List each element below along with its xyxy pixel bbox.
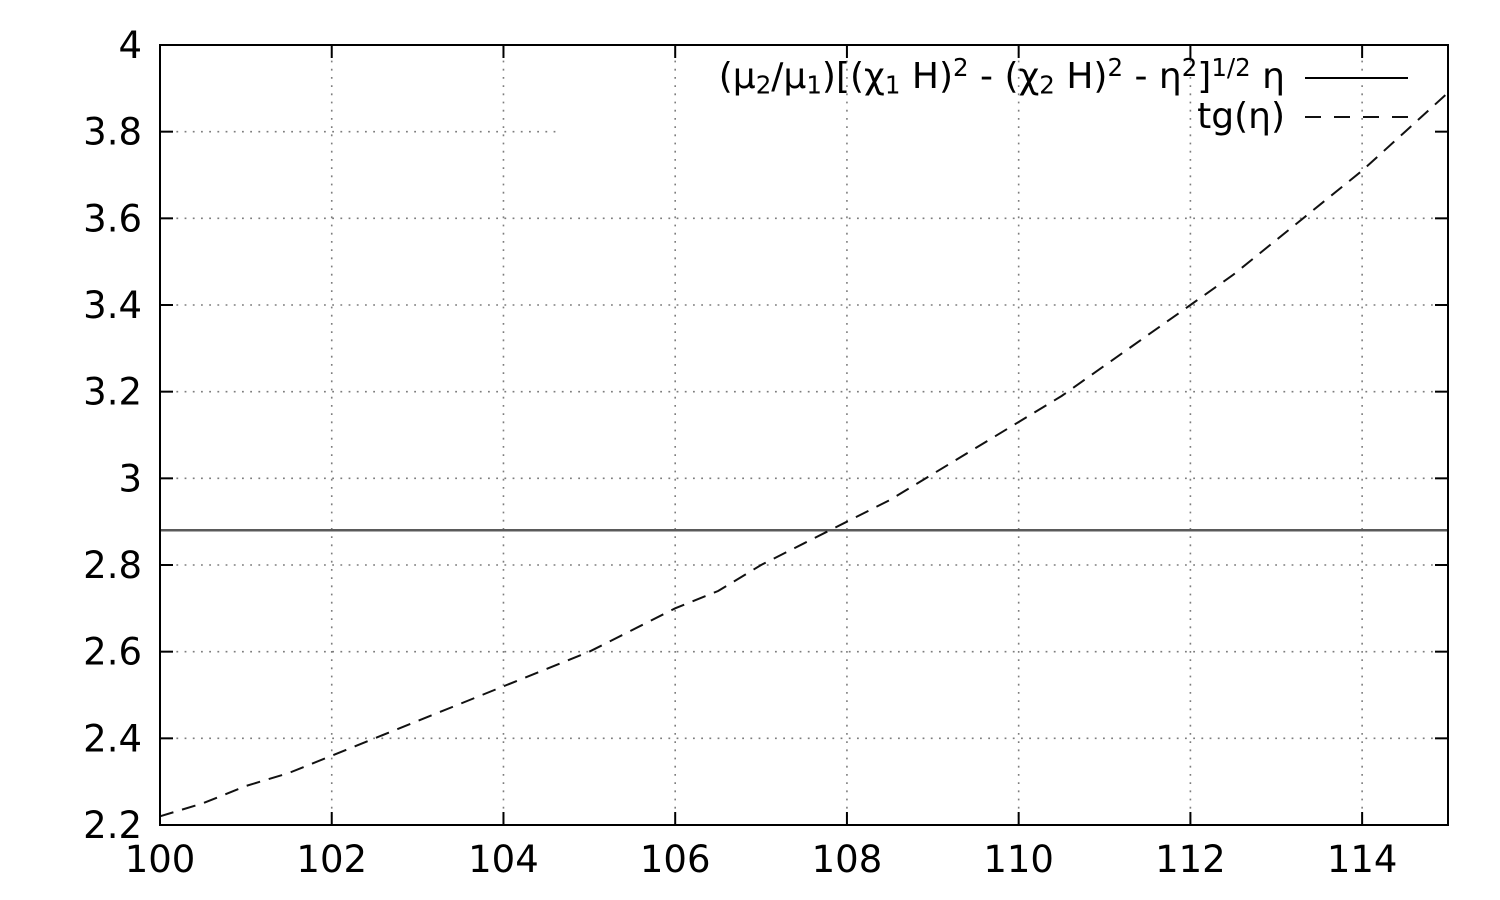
legend-label-segment: 2 (1107, 53, 1124, 83)
legend-label-segment: )[(χ (821, 56, 885, 98)
y-tick-label-3.8: 3.8 (83, 111, 142, 154)
legend: (μ2/μ1)[(χ1 H)2 - (χ2 H)2 - η2]1/2 η tg(… (719, 56, 1408, 136)
legend-item-tg: tg(η) (1197, 97, 1408, 136)
legend-label-segment: - η (1123, 56, 1182, 98)
series-curve-tg (159, 91, 1449, 818)
legend-line-sample-solid (1305, 76, 1408, 79)
legend-label-segment: 2 (1181, 53, 1198, 83)
legend-item-expression: (μ2/μ1)[(χ1 H)2 - (χ2 H)2 - η2]1/2 η (719, 56, 1408, 98)
legend-label-segment: H) (1054, 56, 1108, 98)
legend-label-segment: 1 (884, 71, 901, 101)
y-tick-label-2.4: 2.4 (83, 717, 142, 760)
legend-label-segment: tg(η) (1197, 95, 1285, 137)
legend-label-segment: H) (900, 56, 953, 98)
y-tick-label-4: 4 (118, 24, 142, 67)
legend-label-segment: 1 (806, 71, 822, 101)
legend-label-segment: 1/2 (1211, 53, 1251, 83)
x-tick-label-102: 102 (296, 838, 367, 881)
legend-label-segment: - (χ (968, 56, 1040, 98)
x-tick-label-110: 110 (983, 838, 1054, 881)
y-tick-label-3.2: 3.2 (83, 371, 142, 414)
legend-label-segment: η (1250, 56, 1285, 98)
legend-line-sample-dashed (1305, 115, 1408, 118)
x-tick-label-106: 106 (640, 838, 711, 881)
y-tick-label-3.4: 3.4 (83, 284, 142, 327)
legend-label-tg: tg(η) (1197, 95, 1285, 137)
plot-border (159, 44, 1449, 826)
legend-label-segment: 2 (755, 71, 772, 101)
y-tick-label-2.8: 2.8 (83, 544, 142, 587)
legend-label-segment: 2 (1039, 71, 1055, 101)
x-tick-label-108: 108 (812, 838, 883, 881)
x-tick-label-112: 112 (1155, 838, 1226, 881)
x-tick-label-104: 104 (468, 838, 539, 881)
legend-label-expression: (μ2/μ1)[(χ1 H)2 - (χ2 H)2 - η2]1/2 η (719, 56, 1285, 98)
x-tick-label-114: 114 (1327, 838, 1398, 881)
legend-label-segment: (μ (718, 56, 756, 98)
x-tick-label-100: 100 (125, 838, 196, 881)
y-tick-label-3: 3 (118, 457, 142, 500)
y-tick-label-3.6: 3.6 (83, 197, 142, 240)
legend-label-segment: 2 (953, 53, 969, 83)
legend-label-segment: ] (1197, 56, 1212, 98)
y-tick-label-2.6: 2.6 (83, 631, 142, 674)
legend-label-segment: /μ (771, 56, 807, 98)
y-tick-label-2.2: 2.2 (83, 804, 142, 847)
